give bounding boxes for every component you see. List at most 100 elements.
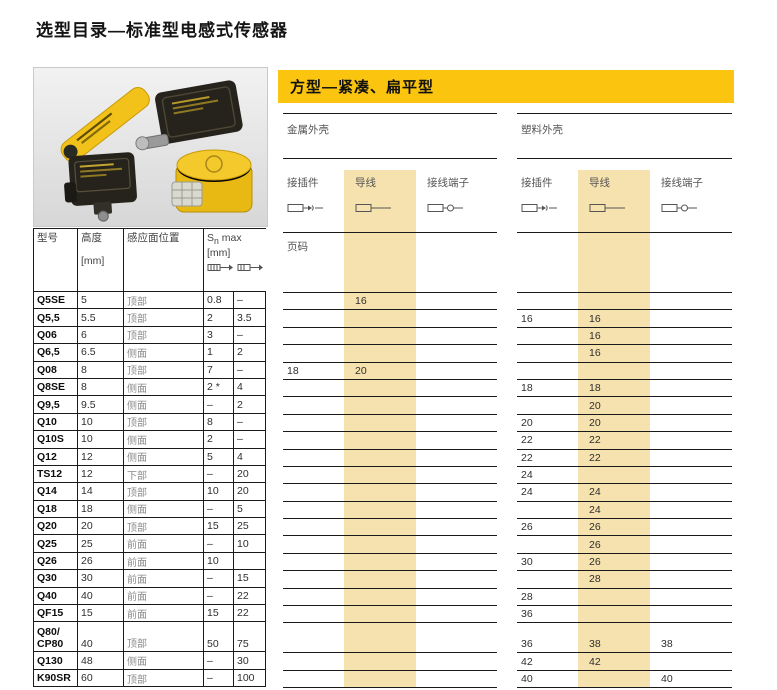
sn-nonflush-cell: 25 bbox=[234, 518, 266, 535]
spec-row-Q130: Q130 48 侧面 –30 bbox=[34, 652, 266, 670]
page-row-Q40: 28 bbox=[517, 589, 732, 607]
model-cell: Q25 bbox=[34, 535, 78, 552]
connector-page-cell bbox=[283, 650, 344, 652]
sn-flush-cell: – bbox=[204, 652, 234, 669]
connector-page-cell: 22 bbox=[521, 434, 533, 447]
sn-nonflush-cell: 20 bbox=[234, 465, 266, 483]
cable-icon bbox=[355, 202, 416, 214]
connector-page-cell: 18 bbox=[521, 382, 533, 395]
cable-icon bbox=[589, 202, 650, 214]
cable-page-cell: 16 bbox=[355, 295, 367, 308]
sn-nonflush-cell: 75 bbox=[234, 622, 266, 652]
page-row-Q80CP80: 36 38 38 bbox=[517, 623, 732, 654]
cable-page-cell: 28 bbox=[589, 573, 601, 586]
metal-page-rows: 16 18 20 bbox=[283, 293, 497, 689]
cable-page-cell: 26 bbox=[589, 538, 601, 551]
spec-row-Q40: Q40 40 前面 –22 bbox=[34, 587, 266, 606]
face-position-cell: 侧面 bbox=[124, 500, 204, 518]
page-row-Q08 bbox=[517, 363, 732, 380]
height-cell: 26 bbox=[78, 552, 124, 570]
model-cell: Q8SE bbox=[34, 378, 78, 396]
page-row-Q130: 42 42 bbox=[517, 653, 732, 671]
spec-row-TS12: TS12 12 下部 –20 bbox=[34, 465, 266, 484]
face-position-cell: 顶部 bbox=[124, 483, 204, 500]
page-row-Q30: 28 bbox=[517, 571, 732, 589]
connector-page-cell: 30 bbox=[521, 556, 533, 569]
height-cell: 12 bbox=[78, 465, 124, 483]
page-row-Q18 bbox=[283, 502, 497, 520]
height-cell: 10 bbox=[78, 413, 124, 431]
page-row-Q5SE: 16 bbox=[283, 293, 497, 311]
cable-page-cell: 22 bbox=[589, 434, 601, 447]
model-cell: Q14 bbox=[34, 483, 78, 500]
connector-page-cell: 40 bbox=[521, 673, 533, 685]
cable-page-cell: 24 bbox=[589, 486, 601, 499]
sn-nonflush-cell: 100 bbox=[234, 669, 266, 687]
spec-row-Q5SE: Q5SE 5 顶部 0.8– bbox=[34, 292, 266, 310]
page-row-Q40 bbox=[283, 589, 497, 607]
face-position-cell: 顶部 bbox=[124, 361, 204, 378]
connector-page-cell: 24 bbox=[521, 486, 533, 499]
spec-table: 型号 高度 [mm] 感应面位置 Sn max [mm] Q5SE 5 顶部 0 bbox=[33, 228, 266, 688]
col-header-cable: 导线 bbox=[578, 159, 650, 232]
spec-row-QF15: QF15 15 前面 15 22 bbox=[34, 605, 266, 623]
sn-flush-cell: 5 bbox=[204, 448, 234, 465]
sensors-illustration bbox=[60, 80, 253, 222]
model-cell: Q40 bbox=[34, 587, 78, 605]
connector-page-cell: 42 bbox=[521, 655, 533, 668]
height-cell: 8 bbox=[78, 361, 124, 378]
page-row-Q25: 26 bbox=[517, 536, 732, 554]
terminal-page-cell: 38 bbox=[661, 638, 673, 651]
connector-page-cell: 22 bbox=[521, 451, 533, 464]
spec-row-Q10: Q10 10 顶部 8– bbox=[34, 413, 266, 432]
col-header-model: 型号 bbox=[34, 229, 78, 291]
cable-page-cell: 26 bbox=[589, 521, 601, 534]
cable-label: 导线 bbox=[355, 177, 376, 189]
sn-nonflush-cell bbox=[234, 552, 266, 570]
page-row-Q25 bbox=[283, 536, 497, 554]
spec-row-Q80CP80: Q80/ CP80 40 顶部 50 75 bbox=[34, 622, 266, 653]
spec-row-Q25: Q25 25 前面 –10 bbox=[34, 535, 266, 553]
face-position-cell: 侧面 bbox=[124, 448, 204, 465]
sn-unit: [mm] bbox=[207, 247, 231, 260]
model-cell: Q130 bbox=[34, 652, 78, 669]
cable-column-highlight bbox=[578, 170, 650, 688]
model-cell: Q6,5 bbox=[34, 344, 78, 361]
sn-flush-cell: 10 bbox=[204, 552, 234, 570]
page-row-Q95: 20 bbox=[517, 397, 732, 415]
model-cell: Q9,5 bbox=[34, 396, 78, 413]
plastic-page-rows: 16 16 16 16 18 18 20 20 20 22 22 22 22 24 24 24 24 26 26 26… bbox=[517, 293, 732, 689]
nonflush-sensor-icon bbox=[237, 262, 263, 273]
cable-page-cell: 18 bbox=[589, 382, 601, 395]
sn-nonflush-cell: 2 bbox=[234, 396, 266, 413]
sn-flush-cell: – bbox=[204, 669, 234, 687]
connector-page-cell: 18 bbox=[287, 364, 299, 377]
sn-flush-cell: 50 bbox=[204, 622, 234, 652]
sn-nonflush-cell: 30 bbox=[234, 652, 266, 669]
height-cell: 8 bbox=[78, 378, 124, 396]
col-header-cable: 导线 bbox=[344, 159, 416, 232]
sn-flush-cell: 2 bbox=[204, 309, 234, 326]
cable-page-cell: 26 bbox=[589, 556, 601, 569]
connector-page-cell: 20 bbox=[521, 416, 533, 429]
col-header-terminal: 接线端子 bbox=[416, 159, 497, 232]
height-cell: 25 bbox=[78, 535, 124, 552]
page-row-Q30 bbox=[283, 571, 497, 589]
height-cell: 18 bbox=[78, 500, 124, 518]
terminal-label: 接线端子 bbox=[427, 177, 469, 189]
cable-page-cell: 16 bbox=[589, 347, 601, 360]
terminal-icon bbox=[427, 202, 497, 214]
connector-page-cell: 36 bbox=[521, 608, 533, 621]
flush-sensor-icon bbox=[207, 262, 233, 273]
sn-flush-cell: – bbox=[204, 587, 234, 605]
height-cell: 48 bbox=[78, 652, 124, 669]
page-row-TS12: 24 bbox=[517, 467, 732, 485]
page-row-QF15 bbox=[283, 606, 497, 624]
plastic-column-headers: 接插件 导线 接线端子 bbox=[517, 158, 732, 232]
sn-flush-cell: – bbox=[204, 535, 234, 552]
face-position-cell: 顶部 bbox=[124, 326, 204, 344]
connector-page-cell: 24 bbox=[521, 469, 533, 482]
page-row-Q8SE: 18 18 bbox=[517, 380, 732, 398]
model-cell: QF15 bbox=[34, 605, 78, 622]
sn-nonflush-cell: 4 bbox=[234, 448, 266, 465]
